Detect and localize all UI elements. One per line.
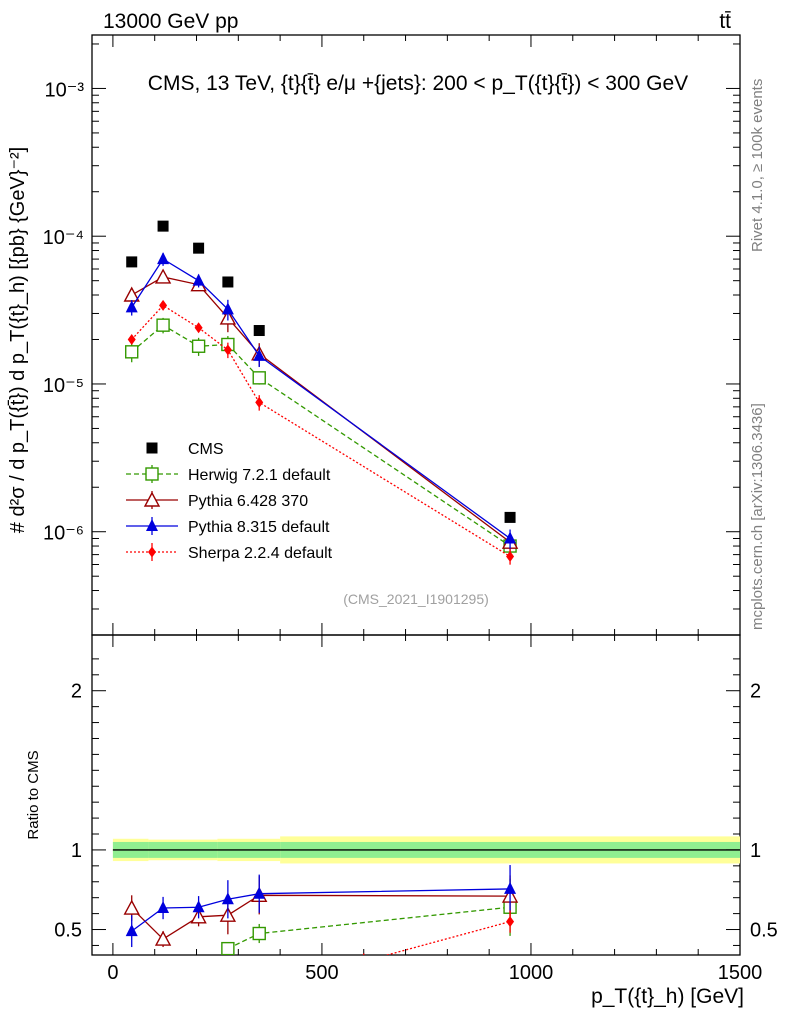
main-axis-ticks: 10⁻³ 10⁻⁴ 10⁻⁵ 10⁻⁶ (43, 35, 741, 636)
data-point-cms (157, 220, 169, 232)
ratio-point-pythia8 (125, 924, 138, 937)
ratio-series-pythia8 (125, 865, 517, 948)
main-y-tick-label: 10⁻⁵ (43, 375, 84, 397)
ratio-frame (91, 634, 741, 956)
legend-marker-pythia8 (146, 519, 158, 531)
ratio-y-tick-label-left: 0.5 (54, 920, 82, 942)
legend-marker-pythia6 (143, 491, 161, 507)
series-line-herwig (131, 324, 511, 547)
ratio-point-sherpa (506, 916, 515, 928)
data-point-cms (253, 325, 265, 337)
ratio-line-sherpa (384, 920, 511, 955)
series-cms (126, 220, 516, 523)
series-pythia8 (125, 252, 517, 549)
legend-label-pythia6: Pythia 6.428 370 (188, 493, 308, 510)
ratio-point-herwig (252, 926, 266, 941)
main-y-tick-label: 10⁻⁶ (43, 523, 84, 545)
main-y-tick-label: 10⁻⁴ (43, 227, 84, 249)
ratio-axis-ticks: 2 2 1 1 0.5 0.5 0 500 1000 1500 (54, 635, 778, 984)
x-axis-label: p_T({t}_h) [GeV] (591, 985, 744, 1008)
main-panel: 10⁻³ 10⁻⁴ 10⁻⁵ 10⁻⁶ CMS, 13 TeV, {t}{t̄} e/… (7, 34, 741, 636)
series-sherpa (127, 299, 515, 565)
ratio-point-pythia8 (192, 900, 205, 913)
ratio-point-sherpa (360, 956, 368, 967)
legend-entry-cms: CMS (146, 441, 224, 458)
header-energy-label: 13000 GeV pp (103, 10, 238, 33)
data-point-sherpa (127, 333, 136, 345)
legend-label-herwig: Herwig 7.2.1 default (188, 467, 331, 484)
series-line-pythia8 (131, 258, 511, 540)
ratio-y-tick-label-left: 2 (71, 681, 82, 703)
legend-entry-herwig: Herwig 7.2.1 default (126, 465, 331, 484)
data-point-herwig (156, 318, 170, 332)
data-point-cms (193, 242, 205, 254)
data-point-sherpa (223, 344, 232, 356)
ratio-y-tick-label-left: 1 (71, 840, 82, 862)
ratio-point-pythia8 (157, 901, 170, 914)
legend-marker-herwig (145, 467, 159, 481)
ratio-series-group (123, 865, 519, 967)
ratio-series-sherpa (360, 910, 515, 967)
mcplots-label: mcplots.cern.ch [arXiv:1306.3436] (749, 403, 766, 630)
data-point-herwig (252, 371, 266, 385)
data-point-pythia8 (125, 300, 138, 313)
rivet-version-label: Rivet 4.1.0, ≥ 100k events (749, 79, 766, 252)
data-point-pythia8 (504, 531, 517, 544)
data-point-cms (504, 511, 516, 523)
data-point-pythia8 (221, 302, 234, 315)
header-process-label: tt̄ (719, 10, 731, 33)
data-point-pythia8 (253, 348, 266, 361)
data-point-sherpa (194, 322, 203, 334)
ratio-y-tick-label-right: 1 (750, 840, 761, 862)
main-title: CMS, 13 TeV, {t}{t̄} e/μ +{jets}: 200 < … (148, 72, 688, 95)
cms-uncertainty-band (112, 836, 740, 864)
ratio-point-pythia6 (123, 899, 140, 915)
legend-entry-pythia6: Pythia 6.428 370 (126, 491, 308, 510)
data-point-herwig (125, 345, 139, 359)
data-point-cms (126, 256, 138, 268)
x-tick-label: 1000 (509, 962, 554, 984)
ratio-point-pythia8 (504, 881, 517, 894)
data-point-pythia8 (192, 273, 205, 286)
main-y-tick-label: 10⁻³ (45, 79, 85, 101)
legend-entry-sherpa: Sherpa 2.2.4 default (126, 543, 333, 562)
ratio-point-pythia6 (154, 930, 172, 946)
legend-label-pythia8: Pythia 8.315 default (188, 519, 330, 536)
data-point-sherpa (506, 550, 515, 562)
analysis-watermark: (CMS_2021_I1901295) (343, 591, 489, 607)
legend-marker-sherpa (148, 546, 156, 558)
legend-label-sherpa: Sherpa 2.2.4 default (188, 545, 333, 562)
ratio-y-tick-label-right: 0.5 (750, 920, 778, 942)
legend-label-cms: CMS (188, 441, 224, 458)
ratio-y-tick-label-right: 2 (750, 681, 761, 703)
x-tick-label: 1500 (718, 962, 763, 984)
x-tick-label: 500 (305, 962, 338, 984)
x-tick-label: 0 (107, 962, 118, 984)
ratio-line-pythia6 (131, 894, 511, 940)
data-point-pythia8 (157, 252, 170, 265)
ratio-point-herwig (221, 941, 235, 955)
ratio-line-herwig (227, 906, 511, 950)
ratio-point-pythia8 (221, 892, 234, 905)
ratio-point-pythia8 (253, 886, 266, 899)
main-y-axis-label: # d²σ / d p_T({t̄}) d p_T({t}_h) [{pb} {… (7, 147, 29, 533)
data-point-pythia6 (154, 268, 172, 284)
data-point-herwig (191, 339, 206, 353)
data-point-sherpa (255, 396, 264, 408)
legend-marker-cms (146, 442, 158, 454)
data-point-cms (222, 276, 234, 288)
ratio-panel: 2 2 1 1 0.5 0.5 0 500 1000 1500 Ratio to CMS p_T(… (25, 634, 778, 1008)
legend: CMS Herwig 7.2.1 default Pythia 6.428 370 P… (126, 441, 333, 562)
data-point-sherpa (159, 299, 168, 311)
ratio-y-axis-label: Ratio to CMS (25, 750, 42, 839)
series-pythia6 (123, 268, 519, 553)
legend-entry-pythia8: Pythia 8.315 default (126, 517, 330, 536)
main-series-group (123, 220, 519, 565)
